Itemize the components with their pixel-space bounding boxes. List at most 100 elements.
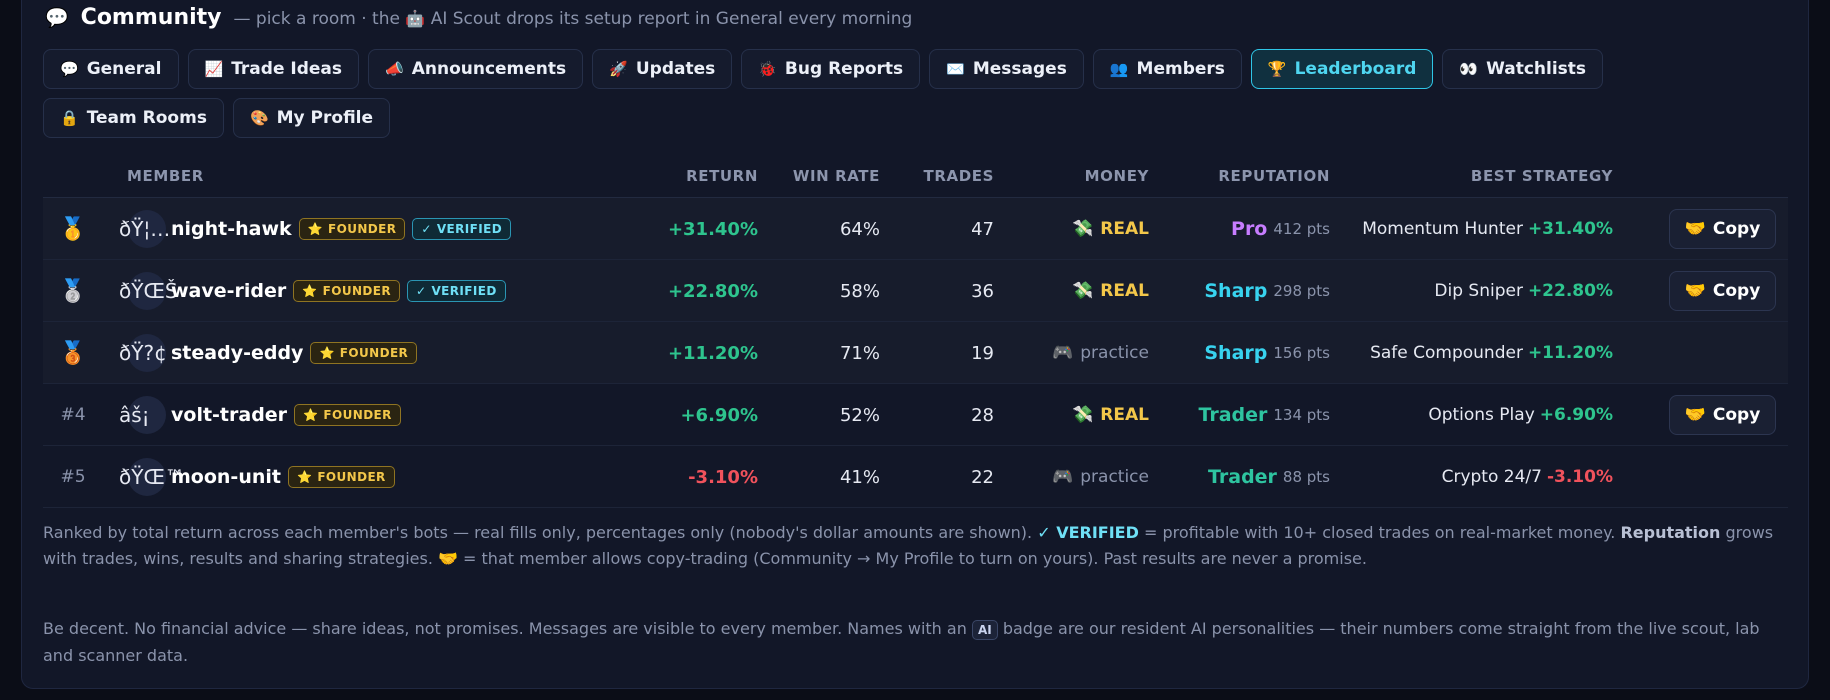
verified-label: ✓ VERIFIED — [1037, 523, 1139, 542]
reputation-points: 88 pts — [1282, 468, 1330, 486]
win-rate-value: 41% — [839, 466, 880, 488]
verified-label: VERIFIED — [436, 222, 503, 236]
column-trades: TRADES — [923, 167, 994, 185]
copy-label: Copy — [1712, 405, 1761, 425]
return-value: +11.20% — [667, 342, 758, 364]
tab-team-rooms[interactable]: 🔒 Team Rooms — [43, 98, 224, 138]
community-header: 💬 Community — pick a room · the 🤖 AI Sco… — [45, 5, 912, 30]
tab-label: Members — [1136, 59, 1225, 79]
handshake-icon: 🤝 — [1684, 405, 1706, 425]
strategy-return: +31.40% — [1527, 219, 1613, 239]
founder-badge: ⭐ FOUNDER — [287, 466, 395, 488]
return-value: +31.40% — [667, 218, 758, 240]
medal-icon: 🥉 — [59, 340, 87, 366]
win-rate-value: 58% — [839, 280, 880, 302]
avatar-glyph: âš¡ — [119, 403, 150, 427]
tab-general[interactable]: 💬 General — [43, 49, 179, 89]
star-icon: ⭐ — [307, 222, 324, 236]
best-strategy-cell: Safe Compounder +11.20% — [1370, 322, 1613, 384]
handshake-icon: 🤝 — [1684, 219, 1706, 239]
tab-trade-ideas[interactable]: 📈 Trade Ideas — [187, 49, 360, 89]
tab-bug-reports[interactable]: 🐞 Bug Reports — [741, 49, 921, 89]
tab-leaderboard[interactable]: 🏆 Leaderboard — [1250, 49, 1434, 89]
tab-label: Trade Ideas — [231, 59, 343, 79]
avatar — [128, 458, 166, 496]
verified-label: VERIFIED — [431, 284, 497, 298]
rank-cell: #5 — [43, 446, 103, 508]
column-money: MONEY — [1084, 167, 1149, 185]
member-name[interactable]: wave-rider — [171, 280, 287, 302]
tab-announcements[interactable]: 📣 Announcements — [368, 49, 584, 89]
money-cell: 💸 REAL — [1072, 384, 1149, 446]
tab-label: Updates — [635, 59, 716, 79]
copy-button[interactable]: 🤝 Copy — [1669, 395, 1776, 435]
member-cell: night-hawk ⭐ FOUNDER ✓ VERIFIED — [171, 198, 512, 260]
star-icon: ⭐ — [296, 470, 313, 484]
avatar — [128, 334, 166, 372]
updates-icon: 🚀 — [609, 60, 628, 78]
member-cell: steady-eddy ⭐ FOUNDER — [171, 322, 418, 384]
tab-label: Leaderboard — [1294, 59, 1417, 79]
community-rules: Be decent. No financial advice — share i… — [43, 619, 1760, 665]
reputation-points: 298 pts — [1273, 282, 1330, 300]
column-member: MEMBER — [127, 167, 204, 185]
reputation-tier: Pro — [1231, 218, 1268, 240]
check-icon: ✓ — [421, 222, 432, 236]
money-cell: 💸 REAL — [1072, 260, 1149, 322]
avatar — [128, 272, 166, 310]
rank-cell: 🥈 — [43, 260, 103, 322]
strategy-return: +6.90% — [1539, 405, 1613, 425]
money-label: REAL — [1100, 281, 1149, 301]
trade-ideas-icon: 📈 — [204, 60, 224, 78]
reputation-cell: Sharp 156 pts — [1204, 322, 1330, 384]
medal-icon: 🥈 — [59, 278, 87, 304]
member-name[interactable]: night-hawk — [171, 218, 292, 240]
tab-my-profile[interactable]: 🎨 My Profile — [232, 98, 391, 138]
member-name[interactable]: volt-trader — [171, 404, 288, 426]
money-label: practice — [1080, 467, 1149, 487]
tab-members[interactable]: 👥 Members — [1092, 49, 1242, 89]
best-strategy-cell: Options Play +6.90% — [1428, 384, 1613, 446]
reputation-cell: Sharp 298 pts — [1204, 260, 1330, 322]
tab-label: Watchlists — [1486, 59, 1587, 79]
money-wings-icon: 💸 — [1072, 405, 1094, 425]
member-name[interactable]: moon-unit — [171, 466, 281, 488]
tab-label: My Profile — [276, 108, 374, 128]
table-row: 🥉 ðŸ?¢ steady-eddy ⭐ FOUNDER +11.20% 71% 19 🎮 pra… — [43, 322, 1788, 384]
column-reputation: REPUTATION — [1218, 167, 1330, 185]
best-strategy-cell: Momentum Hunter +31.40% — [1362, 198, 1613, 260]
tab-label: Announcements — [411, 59, 567, 79]
copy-button[interactable]: 🤝 Copy — [1669, 209, 1776, 249]
rank-cell: #4 — [43, 384, 103, 446]
reputation-cell: Trader 134 pts — [1198, 384, 1330, 446]
member-name[interactable]: steady-eddy — [171, 342, 304, 364]
trades-value: 22 — [971, 466, 994, 488]
robot-icon: 🤖 — [405, 9, 426, 28]
tab-watchlists[interactable]: 👀 Watchlists — [1442, 49, 1604, 89]
copy-button[interactable]: 🤝 Copy — [1669, 271, 1776, 311]
game-controller-icon: 🎮 — [1052, 467, 1074, 487]
strategy-return: -3.10% — [1546, 467, 1613, 487]
money-cell: 💸 REAL — [1072, 198, 1149, 260]
tab-updates[interactable]: 🚀 Updates — [592, 49, 733, 89]
reputation-cell: Pro 412 pts — [1231, 198, 1330, 260]
reputation-tier: Trader — [1198, 404, 1268, 426]
tab-label: Bug Reports — [784, 59, 904, 79]
reputation-tier: Sharp — [1204, 342, 1268, 364]
table-row: 🥇 ðŸ¦… night-hawk ⭐ FOUNDER ✓ VERIFIED +31.40% 6… — [43, 198, 1788, 260]
trades-value: 36 — [971, 280, 994, 302]
money-label: practice — [1080, 343, 1149, 363]
strategy-name: Safe Compounder — [1370, 343, 1523, 363]
column-return: RETURN — [686, 167, 758, 185]
money-wings-icon: 💸 — [1072, 281, 1094, 301]
star-icon: ⭐ — [303, 408, 319, 422]
strategy-name: Crypto 24/7 — [1441, 467, 1542, 487]
strategy-name: Momentum Hunter — [1362, 219, 1523, 239]
reputation-tier: Sharp — [1204, 280, 1268, 302]
founder-label: FOUNDER — [339, 346, 409, 360]
member-cell: wave-rider ⭐ FOUNDER ✓ VERIFIED — [171, 260, 506, 322]
tab-messages[interactable]: ✉️ Messages — [929, 49, 1084, 89]
avatar-glyph: ðŸ¦… — [119, 217, 171, 241]
medal-icon: 🥇 — [59, 216, 87, 242]
room-tabs: 💬 General 📈 Trade Ideas 📣 Announcements 🚀 Updat… — [43, 49, 1783, 138]
